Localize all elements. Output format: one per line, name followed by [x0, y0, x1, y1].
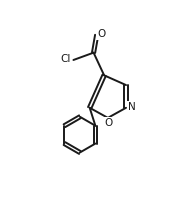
Text: O: O — [97, 29, 105, 39]
Text: O: O — [105, 118, 113, 128]
Text: N: N — [128, 102, 136, 112]
Text: Cl: Cl — [60, 54, 71, 64]
